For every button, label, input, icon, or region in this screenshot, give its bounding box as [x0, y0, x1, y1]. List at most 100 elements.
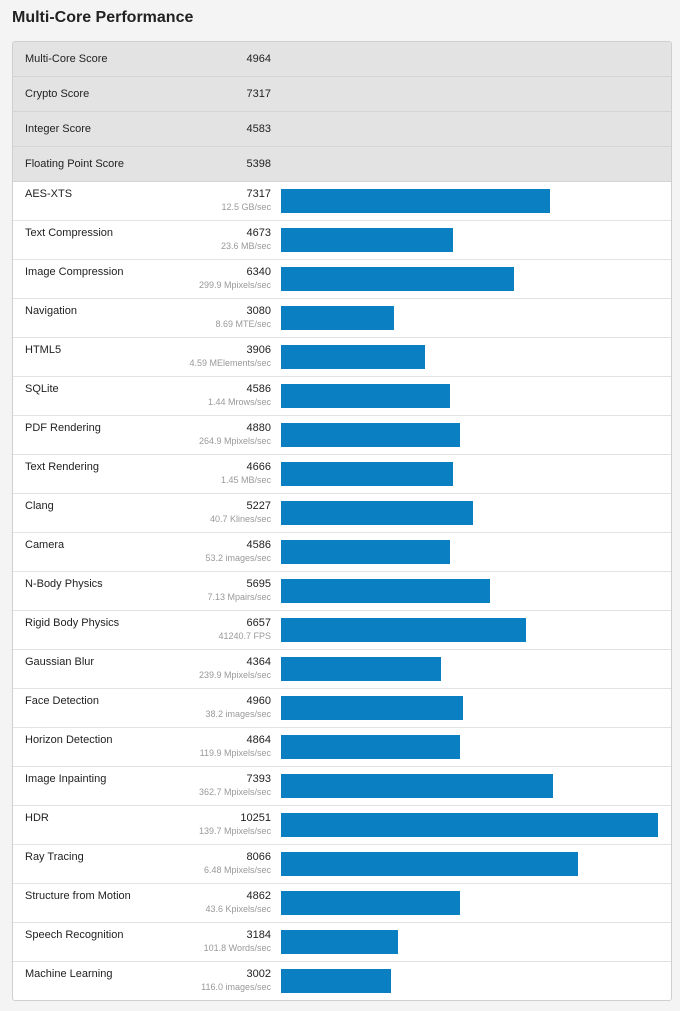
benchmark-rate: 12.5 GB/sec	[221, 202, 271, 212]
benchmark-row: Speech Recognition 3184 101.8 Words/sec	[13, 923, 671, 962]
benchmark-score: 4673	[246, 227, 271, 239]
benchmark-rate: 264.9 Mpixels/sec	[198, 436, 271, 446]
summary-score: 5398	[246, 158, 271, 170]
benchmark-row: Machine Learning 3002 116.0 images/sec	[13, 962, 671, 1000]
benchmark-label: Machine Learning	[25, 968, 113, 980]
summary-score: 7317	[246, 88, 271, 100]
benchmark-rate: 4.59 MElements/sec	[189, 358, 271, 368]
benchmark-bar	[281, 735, 460, 759]
benchmark-bar	[281, 189, 550, 213]
benchmark-rate: 299.9 Mpixels/sec	[198, 280, 271, 290]
benchmark-score: 4880	[246, 422, 271, 434]
benchmark-rate: 38.2 images/sec	[205, 709, 271, 719]
benchmark-row: Text Rendering 4666 1.45 MB/sec	[13, 455, 671, 494]
benchmark-rate: 53.2 images/sec	[205, 553, 271, 563]
benchmark-row: Image Inpainting 7393 362.7 Mpixels/sec	[13, 767, 671, 806]
benchmark-row: PDF Rendering 4880 264.9 Mpixels/sec	[13, 416, 671, 455]
benchmark-bar	[281, 852, 578, 876]
benchmark-rate: 6.48 Mpixels/sec	[203, 865, 271, 875]
benchmark-score: 7317	[246, 188, 271, 200]
benchmark-rate: 8.69 MTE/sec	[215, 319, 271, 329]
benchmark-label: Text Rendering	[25, 461, 99, 473]
benchmark-bar	[281, 267, 514, 291]
benchmark-row: Text Compression 4673 23.6 MB/sec	[13, 221, 671, 260]
benchmark-rate: 139.7 Mpixels/sec	[198, 826, 271, 836]
summary-score: 4583	[246, 123, 271, 135]
benchmark-label: HTML5	[25, 344, 62, 356]
benchmark-row: AES-XTS 7317 12.5 GB/sec	[13, 182, 671, 221]
benchmark-score: 6340	[246, 266, 271, 278]
page-title: Multi-Core Performance	[12, 9, 194, 26]
summary-section: Multi-Core Score 4964 Crypto Score 7317 Inte…	[13, 42, 671, 182]
summary-label: Crypto Score	[25, 88, 90, 100]
benchmark-bar	[281, 540, 450, 564]
benchmark-score: 4864	[246, 734, 271, 746]
benchmark-label: AES-XTS	[25, 188, 73, 200]
benchmark-score: 6657	[246, 617, 271, 629]
benchmark-row: Navigation 3080 8.69 MTE/sec	[13, 299, 671, 338]
benchmark-rate: 40.7 Klines/sec	[209, 514, 271, 524]
benchmark-label: Image Compression	[25, 266, 124, 278]
benchmark-bar	[281, 579, 490, 603]
benchmark-row: Structure from Motion 4862 43.6 Kpixels/se…	[13, 884, 671, 923]
benchmark-bar	[281, 306, 394, 330]
benchmark-score: 10251	[240, 812, 271, 824]
benchmark-row: Rigid Body Physics 6657 41240.7 FPS	[13, 611, 671, 650]
benchmark-score: 3002	[246, 968, 271, 980]
benchmark-rate: 1.45 MB/sec	[220, 475, 271, 485]
benchmark-row: N-Body Physics 5695 7.13 Mpairs/sec	[13, 572, 671, 611]
benchmark-label: Image Inpainting	[25, 773, 107, 785]
benchmark-score: 3906	[246, 344, 271, 356]
benchmark-label: Camera	[25, 539, 65, 551]
benchmark-score: 4586	[246, 383, 271, 395]
benchmark-bar	[281, 657, 441, 681]
summary-label: Integer Score	[25, 123, 92, 135]
benchmark-score: 7393	[246, 773, 271, 785]
benchmark-label: Face Detection	[25, 695, 99, 707]
benchmark-panel: Multi-Core Score 4964 Crypto Score 7317 Inte…	[12, 41, 672, 1001]
benchmark-bar	[281, 228, 453, 252]
benchmark-score: 4586	[246, 539, 271, 551]
benchmark-label: Rigid Body Physics	[25, 617, 120, 629]
benchmark-label: Clang	[25, 500, 54, 512]
benchmark-label: Ray Tracing	[25, 851, 84, 863]
benchmark-rate: 23.6 MB/sec	[220, 241, 271, 251]
summary-row: Integer Score 4583	[13, 112, 671, 147]
benchmark-score: 4862	[246, 890, 271, 902]
benchmark-label: HDR	[25, 812, 49, 824]
benchmark-score: 4960	[246, 695, 271, 707]
benchmark-rate: 1.44 Mrows/sec	[207, 397, 271, 407]
summary-label: Floating Point Score	[25, 158, 125, 170]
benchmark-bar	[281, 969, 391, 993]
benchmark-bar	[281, 696, 463, 720]
benchmark-label: Speech Recognition	[25, 929, 124, 941]
benchmark-score: 3080	[246, 305, 271, 317]
benchmark-row: Camera 4586 53.2 images/sec	[13, 533, 671, 572]
benchmark-label: Navigation	[25, 305, 77, 317]
benchmark-bar	[281, 891, 460, 915]
summary-label: Multi-Core Score	[25, 53, 108, 65]
benchmark-row: Face Detection 4960 38.2 images/sec	[13, 689, 671, 728]
benchmark-bar	[281, 930, 398, 954]
benchmark-score: 8066	[246, 851, 271, 863]
summary-row: Floating Point Score 5398	[13, 147, 671, 182]
benchmark-score: 4364	[246, 656, 271, 668]
benchmark-bar	[281, 423, 460, 447]
benchmark-bar	[281, 774, 553, 798]
benchmark-chart: AES-XTS 7317 12.5 GB/sec Text Compression 46…	[13, 182, 671, 1000]
benchmark-rate: 362.7 Mpixels/sec	[198, 787, 271, 797]
benchmark-rate: 101.8 Words/sec	[203, 943, 271, 953]
benchmark-row: Gaussian Blur 4364 239.9 Mpixels/sec	[13, 650, 671, 689]
benchmark-rate: 119.9 Mpixels/sec	[199, 748, 271, 758]
benchmark-bar	[281, 462, 453, 486]
benchmark-row: SQLite 4586 1.44 Mrows/sec	[13, 377, 671, 416]
benchmark-label: SQLite	[25, 383, 59, 395]
benchmark-row: HTML5 3906 4.59 MElements/sec	[13, 338, 671, 377]
benchmark-row: Ray Tracing 8066 6.48 Mpixels/sec	[13, 845, 671, 884]
benchmark-rate: 41240.7 FPS	[218, 631, 271, 641]
benchmark-score: 4666	[246, 461, 271, 473]
benchmark-score: 3184	[246, 929, 271, 941]
benchmark-rate: 239.9 Mpixels/sec	[198, 670, 271, 680]
benchmark-bar	[281, 345, 425, 369]
benchmark-row: HDR 10251 139.7 Mpixels/sec	[13, 806, 671, 845]
